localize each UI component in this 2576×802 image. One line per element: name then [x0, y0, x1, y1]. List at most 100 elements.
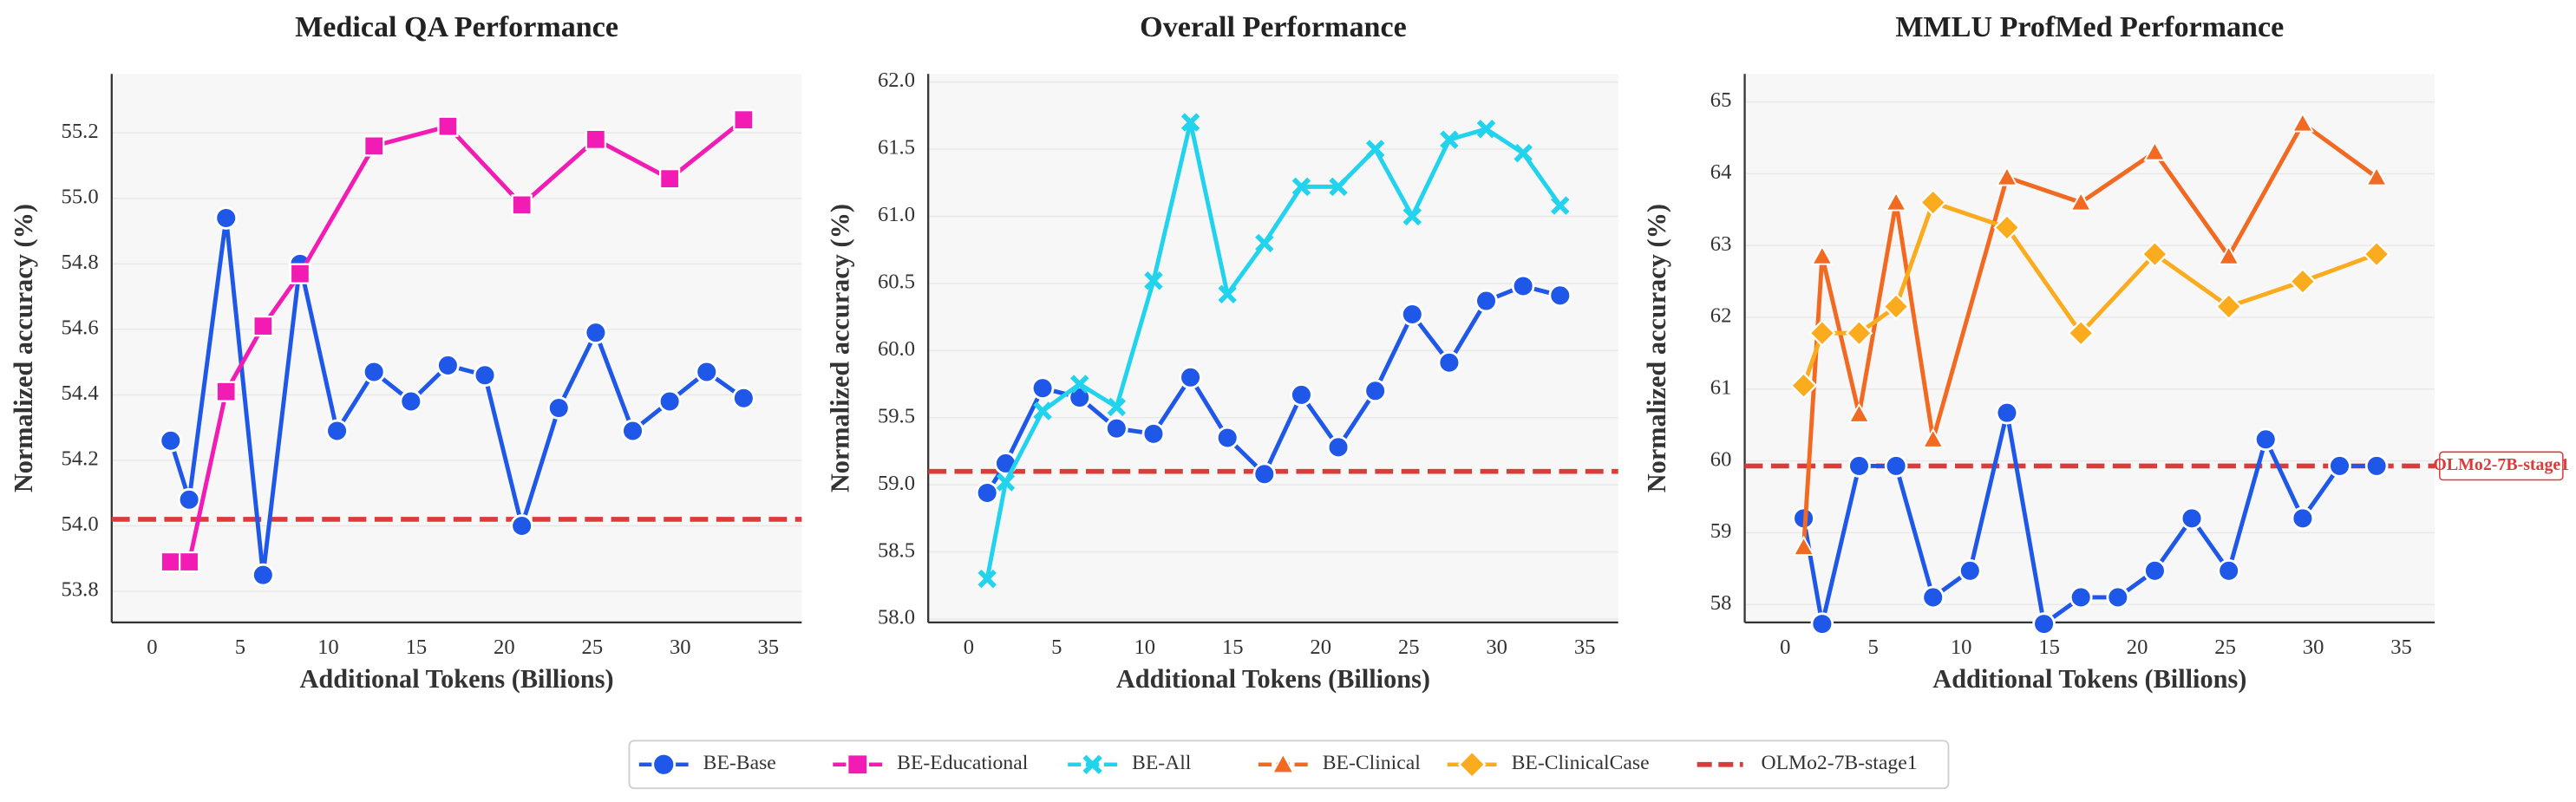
- marker: [1789, 371, 1818, 400]
- x-tick-label: 10: [317, 636, 339, 659]
- y-axis-label: Normalized accuracy (%): [9, 204, 38, 492]
- marker: [160, 551, 181, 573]
- y-tick-label: 63: [1710, 232, 1732, 256]
- chart-title: Overall Performance: [1140, 11, 1407, 43]
- plot-area: [1744, 74, 2435, 623]
- marker: [732, 386, 755, 410]
- marker: [546, 396, 571, 420]
- x-axis-label: Additional Tokens (Billions): [1932, 664, 2246, 694]
- y-tick-label: 53.8: [62, 578, 99, 602]
- marker: [1514, 143, 1533, 163]
- marker: [2214, 292, 2243, 321]
- marker: [511, 194, 533, 216]
- subplot: Medical QA Performance Additional Tokens …: [9, 11, 802, 694]
- marker: [2364, 454, 2389, 478]
- marker: [1107, 397, 1127, 417]
- x-tick-label: 35: [1574, 636, 1596, 659]
- marker: [2106, 585, 2130, 610]
- marker: [975, 481, 999, 505]
- marker: [1030, 376, 1055, 401]
- marker: [1808, 319, 1836, 348]
- marker: [1252, 462, 1277, 486]
- marker: [651, 752, 677, 777]
- marker: [2363, 240, 2390, 268]
- marker: [2291, 506, 2315, 531]
- marker: [1402, 206, 1422, 226]
- marker: [1218, 284, 1237, 303]
- chart-title: Medical QA Performance: [295, 11, 618, 43]
- x-axis-label: Additional Tokens (Billions): [1116, 664, 1430, 694]
- marker: [363, 135, 385, 157]
- y-tick-label: 60: [1710, 447, 1732, 471]
- y-tick-label: 61: [1710, 375, 1732, 399]
- marker: [996, 473, 1016, 492]
- y-tick-label: 65: [1710, 88, 1732, 112]
- marker: [2217, 245, 2240, 265]
- marker: [362, 360, 386, 384]
- y-tick-label: 54.6: [62, 316, 99, 340]
- y-tick-label: 58: [1710, 591, 1732, 615]
- marker: [1847, 454, 1871, 478]
- marker: [1033, 401, 1052, 421]
- marker: [2253, 427, 2278, 452]
- marker: [1326, 435, 1350, 460]
- marker: [1365, 140, 1385, 159]
- marker: [436, 354, 460, 377]
- x-tick-label: 35: [2390, 636, 2412, 659]
- marker: [289, 263, 311, 284]
- marker: [621, 419, 644, 443]
- marker: [733, 109, 755, 131]
- y-tick-label: 54.4: [62, 381, 99, 405]
- marker: [1993, 213, 2021, 242]
- marker: [159, 428, 183, 453]
- y-tick-label: 61.5: [878, 136, 915, 160]
- marker: [1885, 191, 1908, 212]
- x-tick-label: 5: [1051, 636, 1062, 659]
- marker: [1082, 754, 1102, 774]
- marker: [1215, 426, 1239, 450]
- y-tick-label: 54.2: [62, 447, 99, 471]
- marker: [1255, 233, 1274, 253]
- marker: [1291, 177, 1311, 197]
- marker: [657, 389, 682, 414]
- marker: [1141, 421, 1166, 446]
- subplot: Overall Performance Additional Tokens (Bi…: [826, 11, 1618, 694]
- legend-label: BE-All: [1132, 752, 1192, 774]
- y-tick-label: 59: [1710, 519, 1732, 543]
- marker: [1457, 750, 1487, 779]
- legend-label: BE-Educational: [897, 752, 1029, 774]
- marker: [1400, 303, 1424, 326]
- marker: [2143, 558, 2167, 583]
- marker: [1363, 379, 1388, 403]
- marker: [1919, 188, 1947, 217]
- x-tick-label: 20: [494, 636, 515, 659]
- marker: [215, 381, 237, 402]
- y-tick-label: 60.0: [878, 337, 915, 361]
- marker: [1847, 402, 1871, 423]
- marker: [1179, 365, 1202, 389]
- x-tick-label: 15: [1222, 636, 1244, 659]
- marker: [1995, 166, 2018, 186]
- marker: [2180, 506, 2204, 531]
- marker: [1884, 454, 1908, 478]
- marker: [1995, 401, 2019, 425]
- y-tick-label: 55.2: [62, 120, 99, 143]
- marker: [473, 363, 497, 388]
- x-tick-label: 20: [2127, 636, 2148, 659]
- y-tick-label: 64: [1710, 160, 1732, 184]
- y-axis-label: Normalized accuracy (%): [826, 204, 855, 492]
- marker: [2291, 112, 2314, 133]
- x-axis-label: Additional Tokens (Billions): [300, 664, 614, 694]
- subplot: MMLU ProfMed Performance Additional Token…: [1642, 11, 2569, 694]
- legend-label: BE-Clinical: [1323, 752, 1421, 774]
- marker: [2328, 454, 2351, 478]
- x-tick-label: 25: [2214, 636, 2236, 659]
- chart-title: MMLU ProfMed Performance: [1895, 11, 2284, 43]
- marker: [1069, 375, 1089, 394]
- x-tick-label: 25: [1398, 636, 1420, 659]
- marker: [2032, 612, 2056, 636]
- marker: [2365, 166, 2389, 186]
- marker: [252, 315, 274, 337]
- marker: [2069, 585, 2093, 610]
